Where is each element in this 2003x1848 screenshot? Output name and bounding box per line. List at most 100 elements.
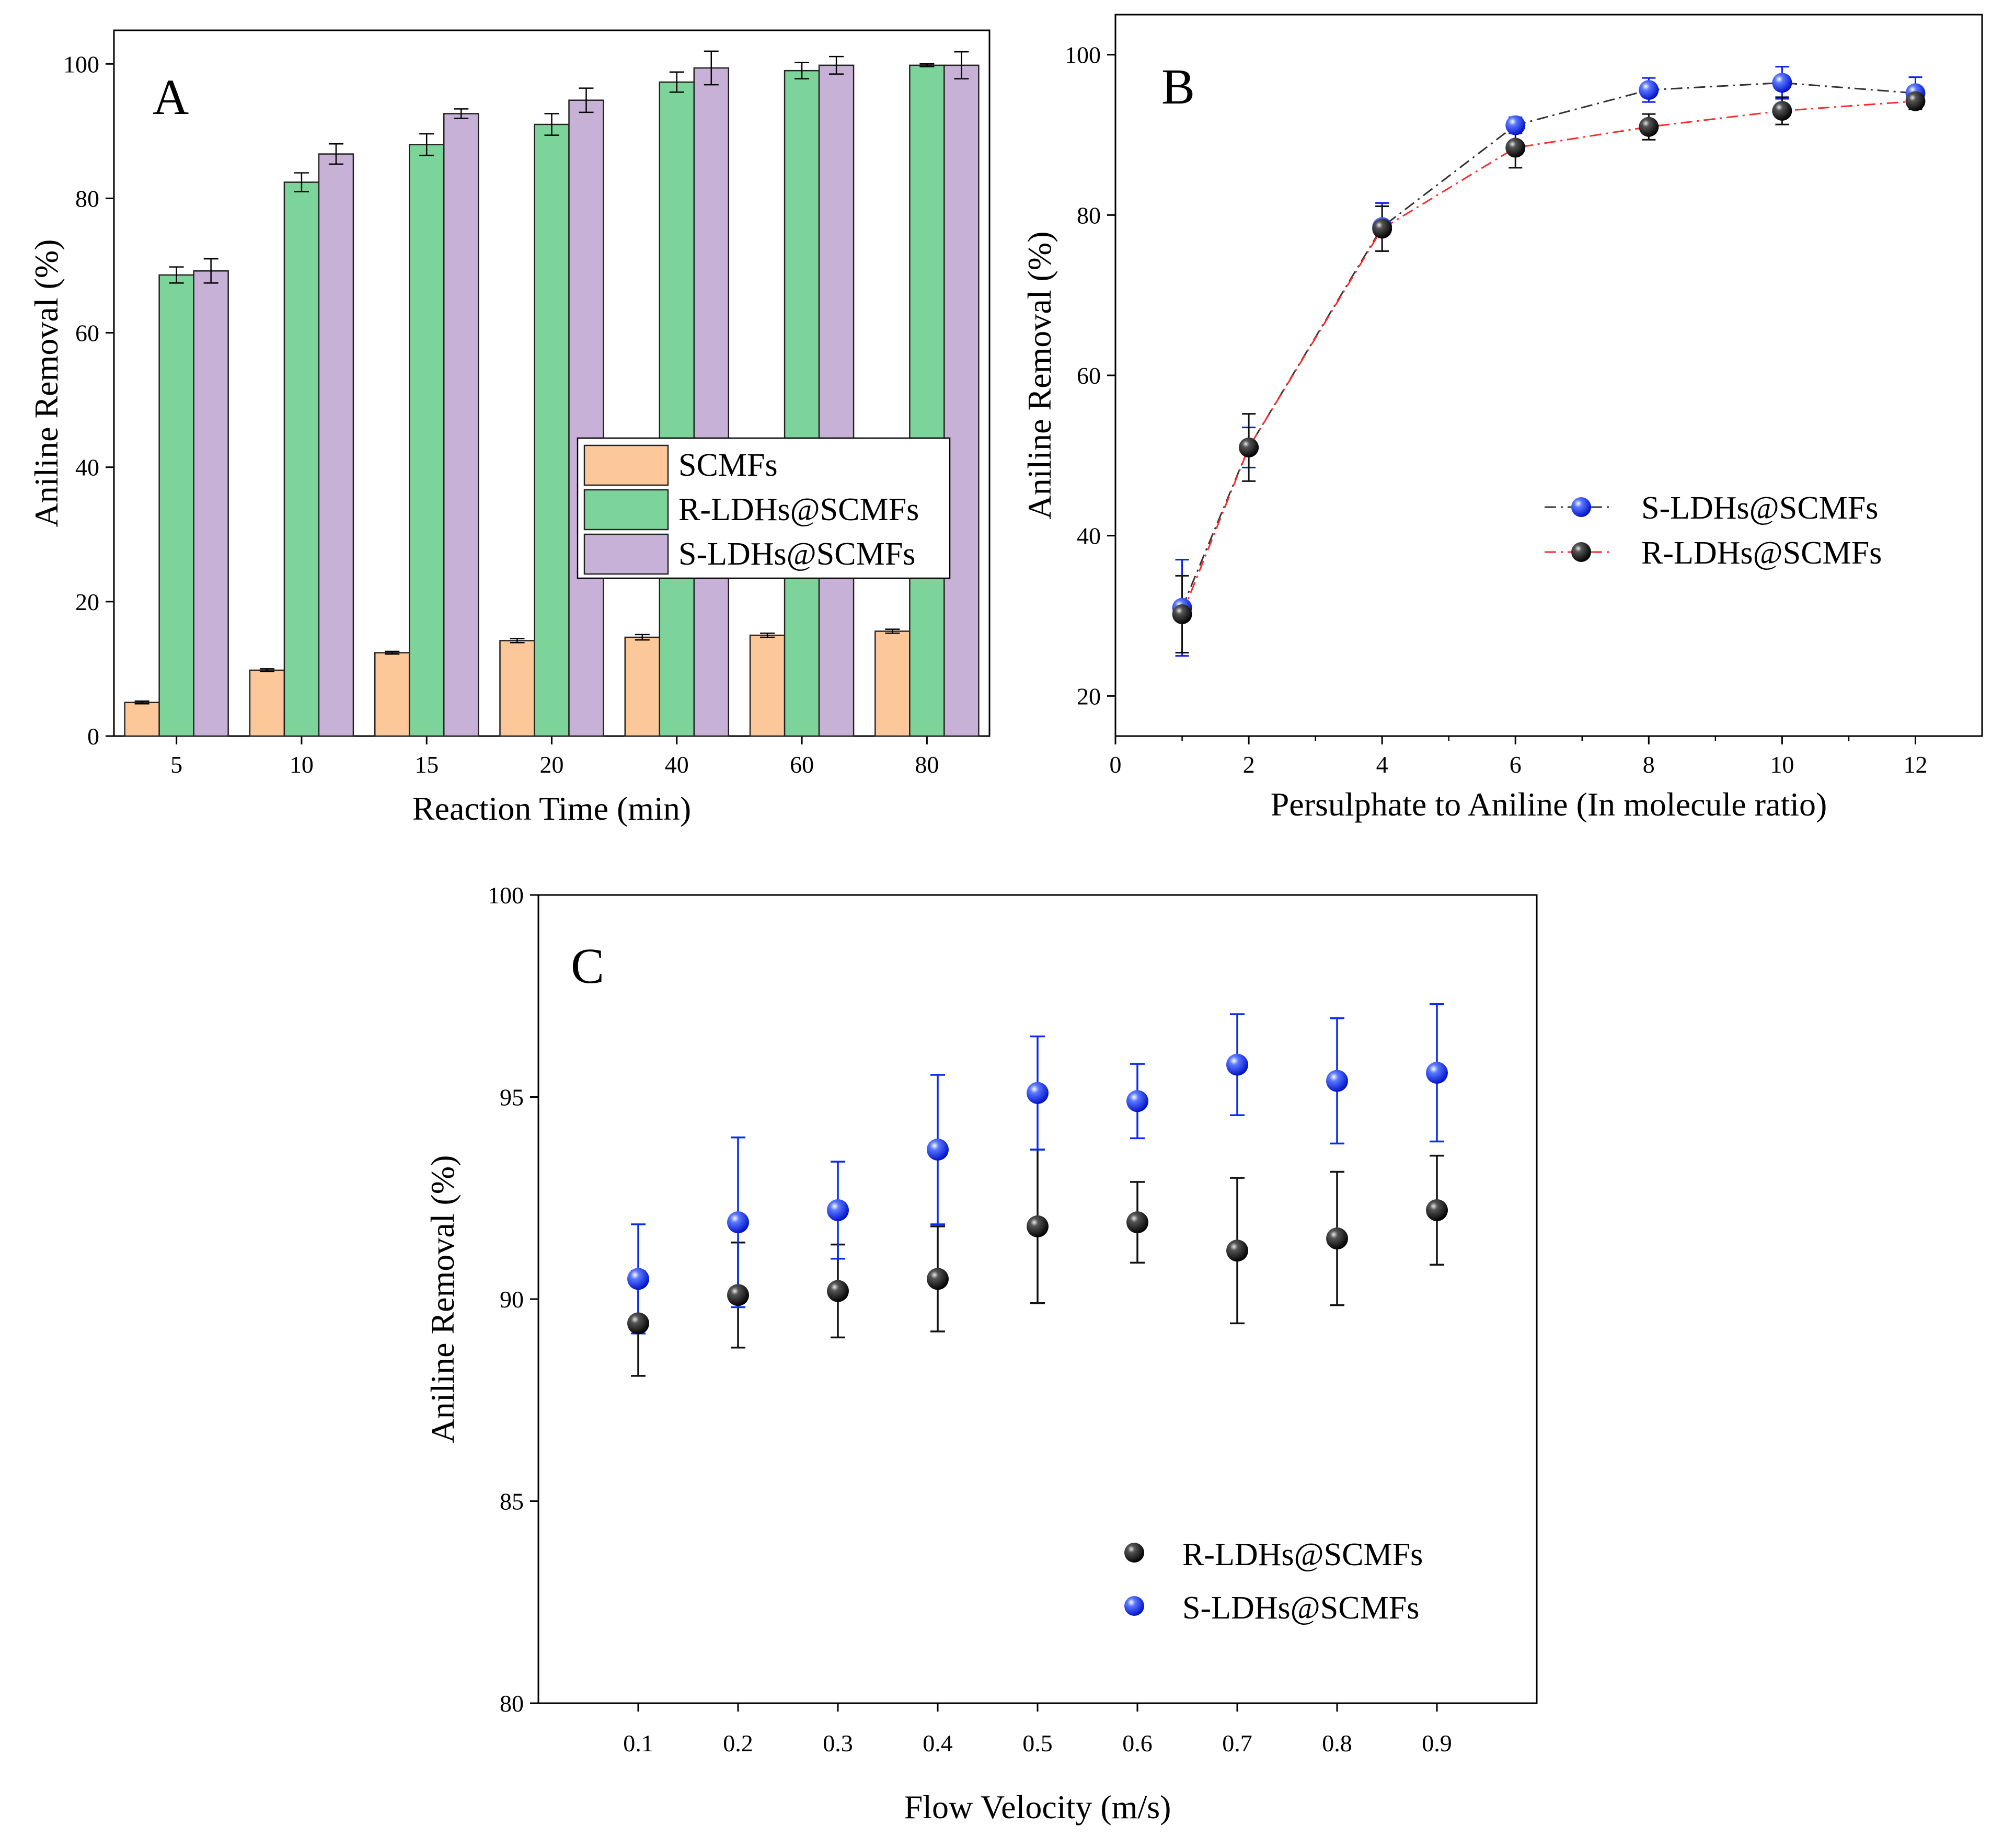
panel-c-x-tick-label: 0.2 xyxy=(723,1730,753,1757)
panel-a-bar xyxy=(374,652,410,737)
panel-c-marker xyxy=(627,1312,649,1335)
panel-c-marker xyxy=(927,1138,949,1161)
panel-c-letter: C xyxy=(571,938,604,994)
panel-b-x-tick-label: 10 xyxy=(1770,751,1794,778)
panel-b-x-tick-label: 4 xyxy=(1376,751,1388,778)
panel-c-marker xyxy=(927,1268,949,1290)
panel-c-y-tick-label: 95 xyxy=(500,1084,524,1111)
panel-a-letter: A xyxy=(153,69,189,125)
panel-c-x-tick-label: 0.1 xyxy=(623,1730,653,1757)
panel-c-marker xyxy=(1126,1090,1148,1112)
panel-b-y-tick-label: 80 xyxy=(1077,202,1101,228)
panel-a-x-tick-label: 60 xyxy=(790,751,814,778)
panel-b-marker xyxy=(1905,91,1926,111)
panel-a-bar xyxy=(693,67,730,737)
panel-c-x-tick-label: 0.6 xyxy=(1122,1730,1153,1757)
panel-c-marker xyxy=(827,1199,849,1221)
panel-b-line-chart: 20 40 60 80 100 0 2 4 6 8 10 12 Aniline Removal (%) P… xyxy=(1021,14,1983,823)
panel-a-y-tick-label: 20 xyxy=(75,589,99,615)
panel-a-bar xyxy=(408,144,445,737)
panel-a-bar xyxy=(193,270,229,737)
panel-c-legend: R-LDHs@SCMFs S-LDHs@SCMFs xyxy=(1124,1537,1423,1626)
panel-b-legend-marker xyxy=(1571,542,1591,562)
panel-a-bar-chart: 0 20 40 60 80 100 5 10 15 20 40 60 80 Aniline Removal… xyxy=(28,29,991,827)
panel-b-y-tick-label: 40 xyxy=(1077,523,1101,549)
panel-c-marker xyxy=(1326,1227,1348,1250)
panel-b-x-tick-label: 2 xyxy=(1243,751,1255,778)
panel-a-bar xyxy=(283,181,320,737)
panel-c-marker xyxy=(1226,1239,1248,1262)
panel-a-bar xyxy=(659,81,695,737)
panel-a-legend-label: R-LDHs@SCMFs xyxy=(678,492,919,527)
panel-a-x-tick-label: 20 xyxy=(540,751,564,778)
panel-a-x-tick-label: 80 xyxy=(915,751,939,778)
panel-a-bar xyxy=(909,64,945,737)
panel-c-scatter-chart: 80 85 90 95 100 0.1 0.2 0.3 0.4 0.5 0.6 0.7 0.8 0.9 An… xyxy=(424,882,1538,1826)
panel-a-bar xyxy=(784,70,820,737)
panel-b-x-tick-label: 8 xyxy=(1643,751,1655,778)
panel-a-bar xyxy=(874,630,911,737)
panel-c-x-tick-label: 0.3 xyxy=(823,1730,853,1757)
panel-b-y-tick-label: 100 xyxy=(1065,42,1101,68)
panel-c-legend-marker xyxy=(1124,1543,1144,1563)
panel-a-y-tick-label: 40 xyxy=(75,454,99,481)
panel-b-x-tick-label: 12 xyxy=(1903,751,1927,778)
panel-a-y-tick-label: 80 xyxy=(75,185,99,212)
panel-b-x-axis-title: Persulphate to Aniline (In molecule rati… xyxy=(1271,786,1827,823)
panel-c-y-tick-label: 80 xyxy=(500,1690,524,1717)
panel-a-x-axis-title: Reaction Time (min) xyxy=(412,790,691,827)
panel-c-y-tick-label: 85 xyxy=(500,1488,524,1515)
panel-a-y-axis-title: Aniline Removal (%) xyxy=(28,239,65,527)
panel-b-marker xyxy=(1505,115,1526,135)
panel-a-bar xyxy=(318,153,354,737)
panel-a-bar xyxy=(158,274,194,737)
panel-a-legend-swatch xyxy=(583,533,669,575)
panel-b-marker xyxy=(1172,604,1192,624)
panel-a-y-tick-label: 0 xyxy=(87,723,99,750)
panel-c-legend-marker xyxy=(1124,1596,1144,1616)
panel-a-bar xyxy=(124,702,160,737)
panel-b-letter: B xyxy=(1161,59,1195,114)
panel-b-plot-frame xyxy=(1114,14,1983,737)
panel-a-legend-label: S-LDHs@SCMFs xyxy=(678,536,915,572)
panel-c-marker xyxy=(1027,1082,1049,1104)
panel-a-x-tick-label: 10 xyxy=(290,751,314,778)
panel-c-y-tick-label: 90 xyxy=(500,1286,524,1313)
panel-b-marker xyxy=(1372,219,1392,239)
panel-c-x-axis-title: Flow Velocity (m/s) xyxy=(904,1788,1171,1826)
panel-a-bar xyxy=(749,634,786,737)
panel-c-marker xyxy=(1426,1062,1448,1084)
panel-b-marker xyxy=(1505,137,1526,158)
panel-b-y-axis-title: Aniline Removal (%) xyxy=(1021,232,1058,520)
panel-c-y-tick-label: 100 xyxy=(488,882,524,909)
panel-a-legend-swatch xyxy=(583,444,669,486)
panel-b-x-tick-label: 0 xyxy=(1110,751,1122,778)
panel-c-x-tick-label: 0.7 xyxy=(1222,1730,1252,1757)
panel-b-legend: S-LDHs@SCMFs R-LDHs@SCMFs xyxy=(1545,490,1882,571)
panel-b-legend-label: S-LDHs@SCMFs xyxy=(1641,490,1878,526)
panel-b-x-tick-label: 6 xyxy=(1510,751,1522,778)
panel-b-marker xyxy=(1772,73,1792,93)
panel-a-bar xyxy=(943,64,980,737)
panel-a-legend-label: SCMFs xyxy=(678,447,778,483)
panel-c-marker xyxy=(827,1280,849,1302)
panel-b-marker xyxy=(1239,438,1259,457)
panel-c-y-axis-title: Aniline Removal (%) xyxy=(424,1155,461,1443)
panel-a-bar xyxy=(534,123,570,737)
panel-a-legend-swatch xyxy=(583,489,669,531)
panel-c-x-tick-label: 0.5 xyxy=(1022,1730,1053,1757)
panel-b-marker xyxy=(1639,117,1659,137)
panel-c-marker xyxy=(727,1211,749,1234)
panel-b-legend-label: R-LDHs@SCMFs xyxy=(1641,535,1882,571)
panel-c-x-tick-label: 0.9 xyxy=(1422,1730,1452,1757)
panel-b-legend-marker xyxy=(1571,497,1591,517)
panel-a-bar xyxy=(249,669,285,737)
panel-a-legend: SCMFs R-LDHs@SCMFs S-LDHs@SCMFs xyxy=(577,437,951,579)
panel-c-marker xyxy=(1226,1053,1248,1076)
panel-c-marker xyxy=(1027,1215,1049,1237)
panel-c-legend-label: S-LDHs@SCMFs xyxy=(1182,1590,1419,1626)
panel-a-y-tick-label: 60 xyxy=(75,320,99,347)
panel-a-bar xyxy=(624,636,661,737)
panel-a-y-tick-label: 100 xyxy=(63,51,99,77)
